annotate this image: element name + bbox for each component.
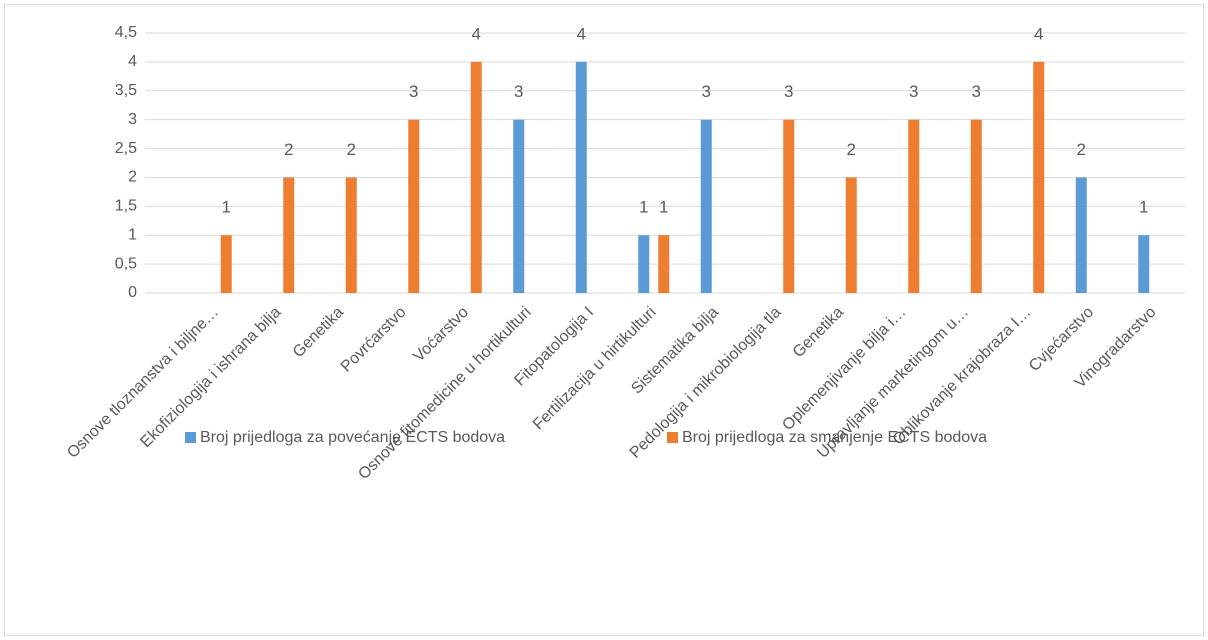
data-label: 1: [1139, 198, 1148, 217]
bar: [345, 177, 357, 293]
y-tick-label: 3: [128, 111, 137, 128]
y-tick-label: 0: [128, 284, 137, 301]
data-label: 4: [577, 24, 586, 43]
bar: [700, 119, 712, 294]
data-label: 3: [909, 82, 918, 101]
bar: [283, 177, 295, 293]
y-tick-label: 2,5: [115, 140, 137, 157]
bar: [845, 177, 857, 293]
data-label: 3: [514, 82, 523, 101]
legend-swatch: [185, 432, 196, 443]
data-label: 2: [847, 140, 856, 159]
data-label: 4: [1034, 24, 1043, 43]
data-label: 3: [972, 82, 981, 101]
y-tick-label: 4,5: [115, 24, 137, 41]
data-label: 2: [1077, 140, 1086, 159]
bar: [575, 61, 587, 294]
y-tick-label: 2: [128, 169, 137, 186]
data-label: 3: [409, 82, 418, 101]
bar: [470, 61, 482, 294]
bar: [1138, 235, 1150, 293]
y-tick-label: 1: [128, 226, 137, 243]
data-label: 2: [284, 140, 293, 159]
y-tick-label: 1,5: [115, 198, 137, 215]
bar: [513, 119, 525, 294]
legend-label: Broj prijedloga za smanjenje ECTS bodova: [682, 429, 987, 446]
y-tick-label: 0,5: [115, 255, 137, 272]
bar: [1033, 61, 1045, 294]
bar: [220, 235, 232, 293]
data-label: 3: [784, 82, 793, 101]
legend-label: Broj prijedloga za povećanje ECTS bodova: [200, 429, 505, 446]
data-label: 1: [639, 198, 648, 217]
data-label: 1: [659, 198, 668, 217]
bar: [638, 235, 650, 293]
bar: [970, 119, 982, 294]
data-label: 4: [472, 24, 481, 43]
chart-frame: [4, 4, 1204, 636]
data-label: 1: [222, 198, 231, 217]
y-tick-label: 3,5: [115, 82, 137, 99]
data-label: 3: [702, 82, 711, 101]
legend-swatch: [667, 432, 678, 443]
bar: [1075, 177, 1087, 293]
bar: [783, 119, 795, 294]
bar: [658, 235, 670, 293]
bar: [408, 119, 420, 294]
data-label: 2: [347, 140, 356, 159]
bar: [908, 119, 920, 294]
y-tick-label: 4: [128, 53, 137, 70]
